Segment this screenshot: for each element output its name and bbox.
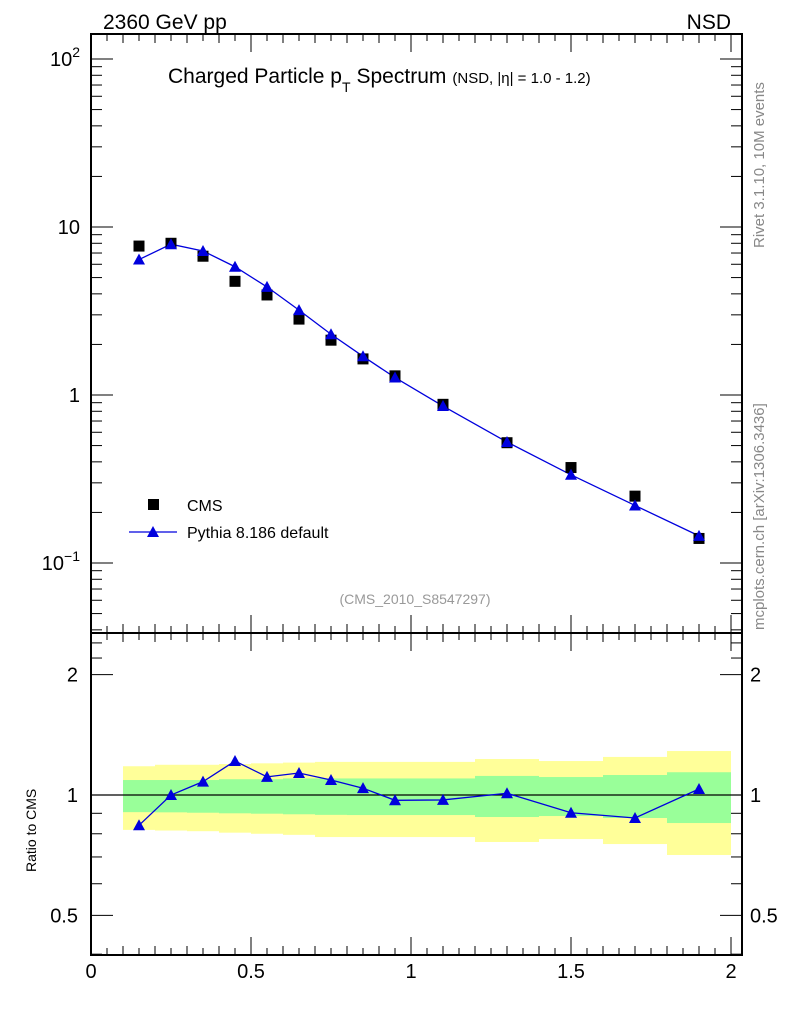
x-tick-label: 1 — [405, 961, 416, 983]
ratio-point — [693, 783, 705, 795]
ratio-y-tick-label: 1 — [67, 785, 78, 807]
data-marks — [133, 237, 705, 831]
ratio-y-tick-label-right: 1 — [750, 785, 761, 807]
ratio-frame — [90, 632, 743, 956]
inner-band-bin — [123, 780, 155, 813]
pythia-point — [629, 499, 641, 511]
cms-point — [325, 334, 337, 346]
y-tick-label: 10−1 — [42, 548, 80, 575]
mcplots-credit: mcplots.cern.ch [arXiv:1306.3436] — [751, 403, 768, 630]
cms-point — [133, 240, 145, 252]
y-tick-label: 10 — [58, 217, 80, 239]
pythia-point — [325, 328, 337, 340]
pythia-point — [165, 238, 177, 250]
legend-cms-marker — [148, 499, 159, 510]
ratio-point — [565, 806, 577, 818]
x-tick-label: 2 — [725, 961, 736, 983]
pythia-point — [293, 304, 305, 316]
ratio-y-tick-label: 0.5 — [50, 905, 78, 927]
header-right: NSD — [687, 11, 731, 34]
pythia-point — [133, 253, 145, 265]
inner-band-bin — [251, 779, 283, 814]
x-tick-label: 0.5 — [237, 961, 265, 983]
cms-point — [293, 313, 305, 325]
ratio-y-tick-label-right: 2 — [750, 665, 761, 687]
legend-pythia-marker — [147, 526, 159, 537]
axes: 0 0.5 1 1.5 2 102 10 1 10−1 0.5 0.5 1 1 2 2 — [42, 33, 778, 983]
ratio-point — [133, 819, 145, 831]
ratio-point — [501, 787, 513, 799]
legend-pythia-label: Pythia 8.186 default — [187, 525, 329, 542]
pythia-point — [565, 468, 577, 480]
inner-band-bin — [283, 778, 315, 815]
ratio-point — [293, 767, 305, 779]
pythia-point — [437, 400, 449, 412]
pythia-point — [261, 280, 273, 292]
y-tick-label: 102 — [50, 44, 80, 71]
pythia-point — [357, 350, 369, 362]
cms-point — [629, 490, 641, 502]
ratio-y-tick-label-right: 0.5 — [750, 905, 778, 927]
cms-point — [565, 462, 577, 474]
main-frame — [90, 33, 743, 634]
ratio-ylabel: Ratio to CMS — [23, 789, 39, 872]
pythia-line — [138, 243, 700, 537]
header-left: 2360 GeV pp — [103, 11, 227, 34]
ratio-point — [165, 789, 177, 800]
cms-point — [261, 289, 273, 301]
legend-cms-label: CMS — [187, 498, 223, 515]
ratio-point — [437, 793, 449, 805]
ratio-point — [229, 755, 241, 767]
ratio-point — [325, 774, 337, 786]
pythia-point — [693, 529, 705, 541]
pythia-point — [229, 260, 241, 272]
chart-title: Charged Particle pT Spectrum (NSD, |η| = 1… — [168, 65, 591, 95]
ratio-bands — [123, 751, 731, 855]
ratio-point — [629, 811, 641, 823]
ratio-point — [197, 775, 209, 787]
ratio-line — [138, 760, 700, 826]
analysis-watermark: (CMS_2010_S8547297) — [340, 591, 491, 607]
x-tick-label: 1.5 — [557, 961, 585, 983]
cms-point — [197, 250, 209, 262]
pythia-point — [501, 436, 513, 448]
legend: CMS Pythia 8.186 default — [129, 498, 329, 542]
inner-band-bin — [603, 775, 667, 818]
ratio-y-tick-label: 2 — [67, 665, 78, 687]
inner-band-bin — [667, 772, 731, 824]
ratio-point — [357, 782, 369, 794]
cms-point — [229, 275, 241, 287]
x-tick-label: 0 — [85, 961, 96, 983]
y-tick-label: 1 — [69, 385, 80, 407]
pythia-point — [389, 371, 401, 383]
ratio-point — [261, 770, 273, 782]
pythia-point — [197, 244, 209, 256]
rivet-info: Rivet 3.1.10, 10M events — [751, 82, 768, 248]
ratio-point — [389, 794, 401, 806]
inner-band-bin — [219, 779, 251, 814]
